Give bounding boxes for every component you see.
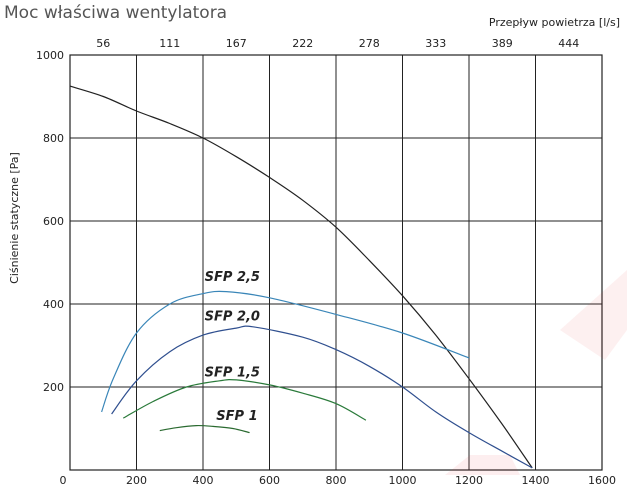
x-tick-label: 1200 (455, 474, 483, 487)
top-tick-label: 111 (159, 37, 180, 50)
series-label: SFP 2,5 (205, 270, 260, 285)
x-tick-label: 0 (60, 474, 67, 487)
top-tick-label: 444 (558, 37, 579, 50)
series-line-sfp-1 (159, 424, 250, 434)
top-tick-label: 389 (492, 37, 513, 50)
y-axis-label: Ciśnienie statyczne [Pa] (8, 152, 21, 284)
series-label: SFP 1 (216, 409, 257, 424)
fan-curve-line (69, 85, 533, 469)
series-label: SFP 2,0 (205, 310, 260, 325)
y-tick-label: 400 (43, 298, 64, 311)
top-axis-label: Przepływ powietrza [l/s] (489, 16, 620, 29)
top-tick-label: 167 (226, 37, 247, 50)
y-tick-label: 800 (43, 132, 64, 145)
x-tick-label: 1000 (389, 474, 417, 487)
y-tick-label: 200 (43, 381, 64, 394)
top-tick-label: 222 (292, 37, 313, 50)
series-lines (69, 85, 533, 469)
x-tick-label: 1400 (522, 474, 550, 487)
series-line-sfp-2-5 (101, 290, 470, 413)
watermark-logo (445, 270, 627, 475)
x-tick-label: 200 (126, 474, 147, 487)
top-tick-label: 278 (359, 37, 380, 50)
chart-title: Moc właściwa wentylatora (4, 3, 227, 23)
y-tick-label: 600 (43, 215, 64, 228)
grid-lines (70, 55, 602, 470)
series-line-sfp-2-0 (111, 325, 533, 469)
y-tick-label: 1000 (36, 49, 64, 62)
x-tick-label: 1600 (588, 474, 616, 487)
series-line-sfp-1-5 (122, 379, 367, 421)
top-tick-label: 56 (96, 37, 110, 50)
series-label: SFP 1,5 (205, 366, 260, 381)
series-labels: SFP 2,5 SFP 2,0 SFP 1,5 SFP 1 (205, 270, 260, 424)
x-tick-label: 800 (326, 474, 347, 487)
x-tick-label: 600 (259, 474, 280, 487)
top-tick-label: 333 (425, 37, 446, 50)
tick-labels: 0 200 400 600 800 1000 1200 1400 1600 200 400 600 80… (36, 37, 616, 487)
x-tick-label: 400 (193, 474, 214, 487)
